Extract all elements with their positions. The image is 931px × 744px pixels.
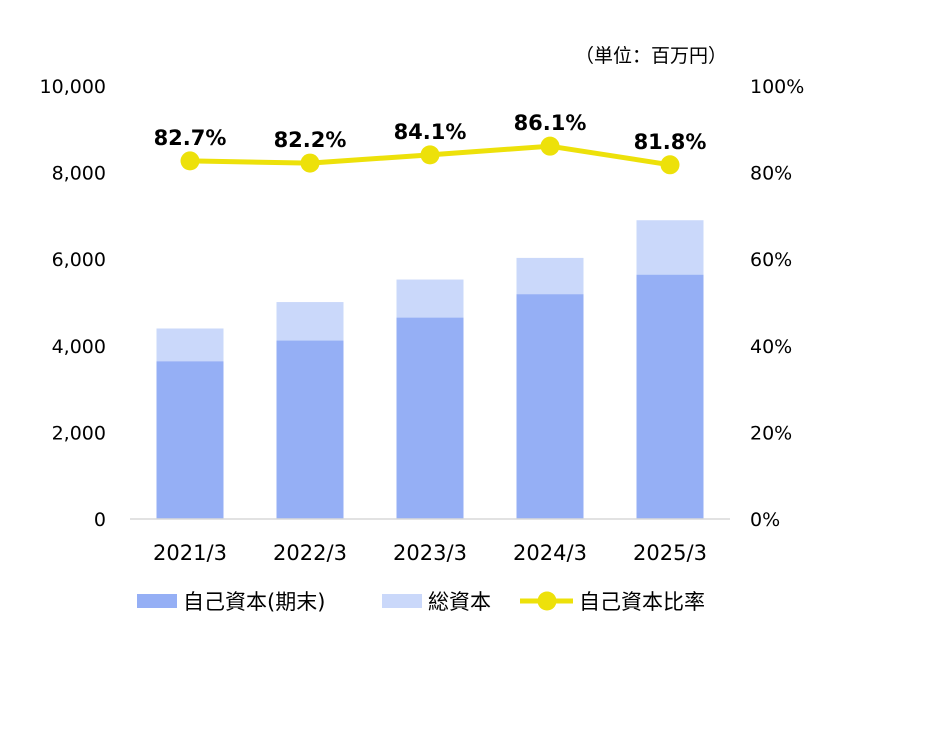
bar-equity	[516, 294, 584, 519]
x-tick-label: 2022/3	[273, 541, 347, 565]
ratio-data-label: 82.7%	[154, 126, 227, 150]
ratio-point	[300, 153, 320, 173]
right-axis: 0% 20% 40% 60% 80% 100%	[750, 76, 804, 531]
y-tick-label: 8,000	[52, 163, 106, 185]
legend-swatch-total	[382, 594, 422, 608]
legend-swatch-equity	[137, 594, 177, 608]
left-axis: 0 2,000 4,000 6,000 8,000 10,000	[40, 76, 106, 531]
legend-label-ratio: 自己資本比率	[579, 590, 705, 614]
x-tick-label: 2023/3	[393, 541, 467, 565]
y-tick-label: 10,000	[40, 76, 106, 98]
ratio-data-label: 86.1%	[514, 111, 587, 135]
legend-marker-ratio	[537, 591, 557, 611]
equity-ratio-line: 82.7% 82.2% 84.1% 86.1% 81.8%	[154, 111, 707, 175]
ratio-data-label: 82.2%	[274, 128, 347, 152]
bar-equity	[156, 361, 224, 519]
ratio-data-label: 81.8%	[634, 130, 707, 154]
x-tick-label: 2021/3	[153, 541, 227, 565]
x-tick-label: 2025/3	[633, 541, 707, 565]
x-tick-label: 2024/3	[513, 541, 587, 565]
legend-label-total: 総資本	[428, 590, 491, 614]
ratio-data-label: 84.1%	[394, 120, 467, 144]
legend-label-equity: 自己資本(期末)	[183, 590, 325, 614]
bars	[156, 220, 704, 520]
y-tick-label: 6,000	[52, 249, 106, 271]
y2-tick-label: 100%	[750, 76, 804, 98]
y2-tick-label: 40%	[750, 336, 792, 358]
unit-label: （単位：百万円）	[575, 45, 727, 67]
ratio-point	[540, 136, 560, 156]
bar-equity	[276, 340, 344, 519]
ratio-point	[420, 145, 440, 165]
bar-equity	[636, 274, 704, 519]
x-axis: 2021/3 2022/3 2023/3 2024/3 2025/3	[153, 541, 707, 565]
y2-tick-label: 0%	[750, 509, 780, 531]
y-tick-label: 0	[94, 509, 106, 531]
ratio-point	[180, 151, 200, 171]
y-tick-label: 4,000	[52, 336, 106, 358]
bar-equity	[396, 317, 464, 519]
y2-tick-label: 80%	[750, 163, 792, 185]
y2-tick-label: 60%	[750, 249, 792, 271]
ratio-point	[660, 155, 680, 175]
y2-tick-label: 20%	[750, 422, 792, 444]
y-tick-label: 2,000	[52, 422, 106, 444]
legend: 自己資本(期末) 総資本 自己資本比率	[137, 590, 705, 614]
